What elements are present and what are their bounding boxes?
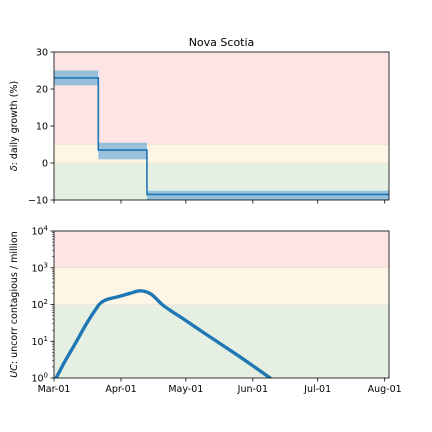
chart-title: Nova Scotia xyxy=(189,36,255,49)
growth-plot-frame xyxy=(53,51,390,201)
contagious-y-tick-label: 102 xyxy=(31,298,48,311)
growth-series xyxy=(54,77,389,196)
growth-y-axis-label-symbol: δ xyxy=(9,165,20,171)
growth-y-tick-label: 0 xyxy=(42,159,48,170)
contagious-y-axis-label-text: : uncorr contagious / million xyxy=(9,231,20,364)
growth-y-ticks: −10 0 10 20 30 xyxy=(28,48,54,207)
contagious-y-tick-label: 100 xyxy=(31,372,48,385)
growth-y-axis-label: δ: daily growth (%) xyxy=(9,81,20,171)
contagious-x-ticks: Mar-01 Apr-01 May-01 Jun-01 Jul-01 Aug-01 xyxy=(38,378,402,395)
contagious-zone-backgrounds xyxy=(54,231,389,378)
contagious-y-tick-label: 103 xyxy=(31,261,48,274)
contagious-x-tick-label: Jul-01 xyxy=(303,384,331,395)
contagious-x-tick-label: Aug-01 xyxy=(368,384,402,395)
contagious-x-tick-label: Apr-01 xyxy=(105,384,136,395)
contagious-line xyxy=(54,289,272,378)
growth-y-tick-label: 10 xyxy=(36,122,48,133)
contagious-x-tick-label: Mar-01 xyxy=(38,384,71,395)
contagious-zone-0 xyxy=(54,231,389,268)
growth-y-axis-label-text: : daily growth (%) xyxy=(9,81,20,166)
growth-line xyxy=(54,77,389,196)
growth-y-tick-label: 20 xyxy=(36,85,48,96)
growth-zone-0 xyxy=(54,52,389,145)
contagious-x-tick-label: May-01 xyxy=(168,384,203,395)
contagious-y-ticks: 100 101 102 103 104 xyxy=(31,225,54,385)
contagious-series xyxy=(54,289,272,378)
growth-rate-panel: −10 0 10 20 30 Nova Scotia δ: daily growth (… xyxy=(9,36,390,207)
growth-band-1 xyxy=(98,142,147,160)
growth-band-2 xyxy=(146,190,389,200)
contagious-plot-frame xyxy=(53,230,390,379)
contagious-y-axis-label: UC: uncorr contagious / million xyxy=(9,231,20,378)
contagious-y-tick-label: 104 xyxy=(31,225,48,238)
contagious-x-tick-label: Jun-01 xyxy=(237,384,268,395)
growth-x-ticks xyxy=(53,200,386,204)
contagious-y-axis-label-symbol: UC xyxy=(9,364,20,378)
growth-y-tick-label: −10 xyxy=(28,196,48,207)
growth-y-tick-label: 30 xyxy=(36,48,48,59)
contagious-zone-2 xyxy=(54,304,389,378)
contagious-y-tick-label: 101 xyxy=(31,335,48,348)
contagious-panel: 100 101 102 103 104 Mar-01 Apr-01 May-01 Jun-01… xyxy=(9,225,402,396)
growth-zone-backgrounds xyxy=(54,52,389,200)
